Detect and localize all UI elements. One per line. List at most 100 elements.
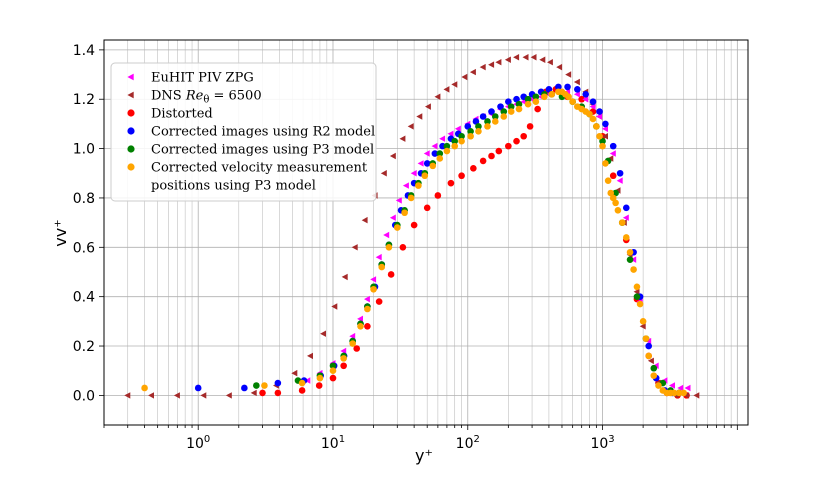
y-tick-label: 0.0 xyxy=(73,388,95,404)
data-point xyxy=(614,206,622,214)
data-point xyxy=(639,323,646,330)
data-point xyxy=(526,123,534,130)
data-point xyxy=(626,256,634,263)
data-point xyxy=(380,170,387,177)
data-point xyxy=(669,382,675,389)
data-point xyxy=(431,142,438,150)
y-tick-label: 0.4 xyxy=(73,290,95,306)
data-point xyxy=(443,86,450,93)
data-point xyxy=(472,118,480,125)
data-point xyxy=(407,194,415,202)
data-point xyxy=(364,305,371,313)
data-point xyxy=(626,248,634,256)
data-point xyxy=(607,189,615,197)
data-point xyxy=(241,384,248,392)
legend-label: positions using P3 model xyxy=(151,179,316,194)
data-point xyxy=(370,285,377,293)
data-point xyxy=(470,165,477,172)
data-point xyxy=(524,100,532,108)
data-point xyxy=(194,384,202,392)
data-point xyxy=(225,392,232,399)
data-point xyxy=(357,315,363,323)
data-point xyxy=(488,61,495,68)
data-point xyxy=(633,283,641,291)
data-point xyxy=(353,345,361,352)
data-point xyxy=(417,160,424,167)
data-point xyxy=(454,125,461,133)
data-point xyxy=(451,142,459,150)
data-point xyxy=(675,389,683,397)
data-point xyxy=(364,295,370,303)
data-point xyxy=(609,150,616,157)
data-point xyxy=(618,219,626,226)
data-point xyxy=(370,276,377,283)
data-point xyxy=(458,132,465,140)
legend-marker xyxy=(127,127,135,135)
data-point xyxy=(555,83,562,91)
y-tick-label: 1.2 xyxy=(73,92,95,108)
data-point xyxy=(298,387,306,394)
data-point xyxy=(520,98,527,105)
data-point xyxy=(464,123,472,130)
y-tick-label: 0.8 xyxy=(73,191,95,207)
data-point xyxy=(415,182,422,189)
data-point xyxy=(497,103,504,110)
data-point xyxy=(602,133,608,140)
data-point xyxy=(522,54,529,61)
data-point xyxy=(645,337,652,345)
y-tick-label: 1.4 xyxy=(73,43,95,59)
data-point xyxy=(253,382,260,389)
data-point xyxy=(622,204,630,212)
legend-label: Corrected images using R2 model xyxy=(151,125,375,140)
data-point xyxy=(507,108,515,115)
data-point xyxy=(612,199,619,207)
data-point xyxy=(387,271,395,278)
legend-marker xyxy=(127,163,135,171)
data-point xyxy=(513,137,520,145)
data-point xyxy=(389,214,396,221)
legend-label: DNS Reθ = 6500 xyxy=(151,89,262,106)
data-point xyxy=(647,357,654,365)
data-point xyxy=(645,352,652,360)
data-point xyxy=(645,342,652,350)
data-point xyxy=(500,108,508,115)
data-point xyxy=(439,135,446,142)
legend-marker xyxy=(127,109,135,117)
data-point xyxy=(596,132,603,140)
data-point xyxy=(491,113,499,120)
data-point xyxy=(593,123,600,130)
y-tick-label: 0.2 xyxy=(73,339,95,355)
data-point xyxy=(539,56,546,63)
data-point xyxy=(505,98,512,105)
data-point xyxy=(467,128,474,135)
data-point xyxy=(547,59,553,66)
data-point xyxy=(475,123,482,130)
data-point xyxy=(331,303,338,310)
data-point xyxy=(630,266,637,273)
data-point xyxy=(451,81,458,88)
data-point xyxy=(633,288,640,295)
data-point xyxy=(589,115,597,123)
data-point xyxy=(602,120,609,128)
data-point xyxy=(425,103,431,110)
data-point xyxy=(421,172,429,180)
data-point xyxy=(622,214,629,221)
data-point xyxy=(393,224,401,231)
data-point xyxy=(320,330,326,337)
data-point xyxy=(636,300,644,308)
data-point xyxy=(291,369,298,377)
data-point xyxy=(582,96,589,103)
data-point xyxy=(479,157,487,165)
x-tick-label: 103 xyxy=(590,434,614,452)
legend-label: Corrected velocity measurement xyxy=(151,161,368,176)
data-point xyxy=(349,340,356,347)
data-point xyxy=(505,142,512,150)
data-point xyxy=(609,194,617,202)
data-point xyxy=(491,118,499,125)
data-point xyxy=(458,172,465,180)
plot-series xyxy=(124,54,700,399)
data-point xyxy=(532,98,540,105)
data-point xyxy=(434,192,442,199)
